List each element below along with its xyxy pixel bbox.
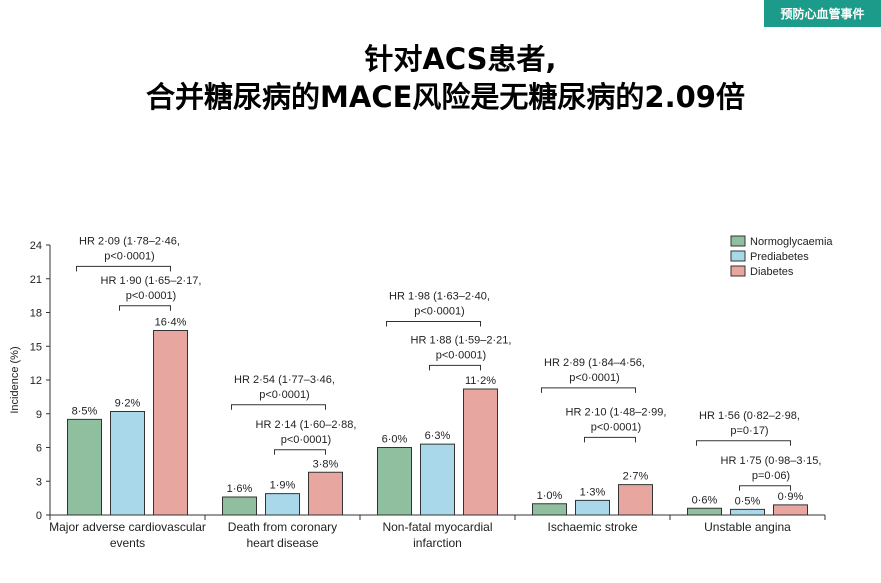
y-tick-label: 0 [36,510,42,522]
hr-annotation-line1: HR 2·10 (1·48–2·99, [566,406,667,418]
hr-bracket [739,485,791,491]
bar-value-label: 1·3% [580,486,606,498]
hr-bracket [231,404,326,410]
bar-value-label: 2·7% [623,471,649,483]
y-tick-label: 15 [30,341,42,353]
x-category-label: Death from coronary [228,520,337,534]
bar [222,496,257,516]
title-line-1: 针对ACS患者, [364,42,557,76]
hr-bracket [119,305,171,311]
bar [377,447,412,516]
x-category-label: events [110,536,145,550]
bar [532,503,567,516]
bar-value-label: 9·2% [115,398,141,410]
bar-value-label: 16·4% [155,317,187,329]
legend-swatch [730,235,746,247]
hr-bracket [429,364,481,371]
bar-value-label: 6·0% [382,434,408,446]
x-category-label: Major adverse cardiovascular [49,520,206,534]
bar [618,484,653,516]
x-category-label: Ischaemic stroke [547,520,637,534]
hr-bracket [541,387,636,393]
hr-annotation-line2: p<0·0001) [436,349,486,361]
legend-label: Prediabetes [750,251,809,263]
bar [67,418,102,516]
hr-annotation-line1: HR 1·90 (1·65–2·17, [101,275,202,287]
x-category-label: Unstable angina [704,520,791,534]
hr-annotation-line1: HR 2·89 (1·84–4·56, [544,357,645,369]
bar-value-label: 6·3% [425,430,451,442]
bar-value-label: 1·9% [270,480,296,492]
hr-annotation-line1: HR 1·75 (0·98–3·15, [721,455,822,467]
bar [730,508,765,516]
bar-value-label: 0·9% [778,491,804,503]
hr-annotation-line1: HR 2·09 (1·78–2·46, [79,235,180,247]
bar [773,504,808,516]
bar [110,411,145,516]
legend-label: Normoglycaemia [750,236,833,248]
category-badge: 预防心血管事件 [764,0,881,27]
y-tick-label: 9 [36,409,42,421]
x-category-label: Non-fatal myocardial [382,520,492,534]
hr-annotation-line2: p<0·0001) [281,434,331,446]
hr-annotation-line1: HR 1·98 (1·63–2·40, [389,291,490,303]
bar-value-label: 3·8% [313,458,339,470]
bar [687,507,722,516]
y-tick-label: 18 [30,308,42,320]
hr-annotation-line1: HR 2·54 (1·77–3·46, [234,374,335,386]
y-tick-label: 12 [30,375,42,387]
x-category-label: infarction [413,536,462,550]
bar [420,443,455,516]
hr-bracket [274,449,326,455]
y-tick-label: 24 [30,240,42,252]
hr-annotation-line2: p=0·17) [730,425,768,437]
bar-value-label: 1·6% [227,483,253,495]
hr-annotation-line2: p<0·0001) [126,290,176,302]
hr-annotation-line2: p<0·0001) [569,372,619,384]
hr-annotation-line2: p<0·0001) [591,421,641,433]
bar-value-label: 0·6% [692,494,718,506]
x-category-label: heart disease [246,536,318,550]
bar [265,493,300,516]
hr-annotation-line2: p<0·0001) [414,306,464,318]
legend-label: Diabetes [750,266,794,278]
y-tick-label: 21 [30,274,42,286]
bar [575,499,610,516]
slide-title: 针对ACS患者, 合并糖尿病的MACE风险是无糖尿病的2.09倍 [0,40,881,116]
hr-annotation-line2: p<0·0001) [104,250,154,262]
title-line-2: 合并糖尿病的MACE风险是无糖尿病的2.09倍 [146,80,745,114]
hr-bracket [584,436,636,443]
bar [308,471,343,516]
hr-bracket [76,265,171,272]
y-tick-label: 3 [36,476,42,488]
y-axis-title: Incidence (%) [9,346,21,413]
legend-swatch [730,250,746,262]
hr-bracket [696,440,791,446]
hr-annotation-line2: p<0·0001) [259,389,309,401]
bar [153,330,188,516]
bar-value-label: 0·5% [735,495,761,507]
legend-swatch [730,265,746,277]
hr-annotation-line1: HR 1·56 (0·82–2·98, [699,410,800,422]
hr-annotation-line2: p=0·06) [752,470,790,482]
y-tick-label: 6 [36,443,42,455]
bar-value-label: 8·5% [72,405,98,417]
bar-value-label: 11·2% [465,375,496,387]
bar-value-label: 1·0% [537,490,563,502]
bar [463,388,498,516]
hr-annotation-line1: HR 2·14 (1·60–2·88, [256,419,357,431]
hr-bracket [386,321,481,327]
hr-annotation-line1: HR 1·88 (1·59–2·21, [411,334,512,346]
